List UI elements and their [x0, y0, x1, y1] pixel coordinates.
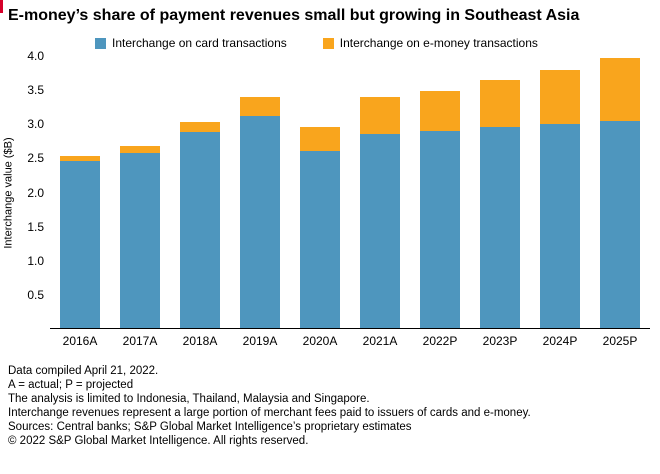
y-tick-label: 3.5 — [27, 83, 44, 98]
bar-2018A — [170, 56, 230, 328]
y-tick-label: 4.0 — [27, 49, 44, 63]
x-tick-label: 2018A — [182, 334, 218, 348]
footer-line: The analysis is limited to Indonesia, Th… — [8, 393, 370, 406]
y-tick-label: 3.0 — [27, 117, 44, 132]
bar-2023P — [470, 56, 530, 328]
x-tick-label: 2022P — [422, 334, 458, 348]
legend-label-card: Interchange on card transactions — [112, 36, 287, 50]
chart-area: Interchange value ($B) 4.0 3.5 3.0 2.5 2.0 1.… — [0, 50, 650, 329]
y-tick-label: 2.0 — [27, 185, 44, 200]
stacked-bar — [180, 56, 220, 328]
stacked-bar — [480, 56, 520, 328]
bar-2017A — [110, 56, 170, 328]
x-tick-label: 2017A — [122, 334, 158, 348]
x-tick-label: 2023P — [482, 334, 518, 348]
x-tick-label: 2024P — [542, 334, 578, 348]
card-segment — [420, 130, 460, 328]
y-axis-title-wrap: Interchange value ($B) — [0, 56, 18, 329]
x-tick-label: 2019A — [242, 334, 278, 348]
y-axis-title: Interchange value ($B) — [3, 136, 16, 249]
chart-header: E-money’s share of payment revenues smal… — [0, 0, 660, 25]
x-axis-labels: 2016A 2017A 2018A 2019A 2020A 2021A 2022P 2023P… — [50, 334, 650, 348]
bar-2021A — [350, 56, 410, 328]
footer-notes: Data compiled April 21, 2022. A = actual… — [0, 348, 660, 448]
emoney-segment — [120, 145, 160, 154]
emoney-series-swatch — [322, 37, 334, 49]
stacked-bar — [540, 56, 580, 328]
stacked-bar — [60, 56, 100, 328]
bar-2020A — [290, 56, 350, 328]
bar-2019A — [230, 56, 290, 328]
bar-2022P — [410, 56, 470, 328]
y-axis-ticks: 4.0 3.5 3.0 2.5 2.0 1.5 1.0 0.5 — [18, 50, 50, 329]
footer-line: A = actual; P = projected — [8, 379, 134, 392]
y-tick-label: 0.5 — [27, 287, 44, 302]
x-tick-label: 2021A — [362, 334, 398, 348]
legend: Interchange on card transactions Interch… — [95, 36, 660, 50]
x-tick-label: 2025P — [602, 334, 638, 348]
emoney-segment — [540, 69, 580, 124]
emoney-segment — [480, 79, 520, 128]
emoney-segment — [600, 58, 640, 121]
emoney-segment — [60, 155, 100, 162]
card-segment — [300, 151, 340, 328]
card-segment — [480, 127, 520, 328]
footer-line: Sources: Central banks; S&P Global Marke… — [8, 421, 412, 434]
stacked-bar — [360, 56, 400, 328]
footer-line: © 2022 S&P Global Market Intelligence. A… — [8, 435, 309, 448]
stacked-bar — [300, 56, 340, 328]
bar-2024P — [530, 56, 590, 328]
emoney-segment — [360, 96, 400, 135]
legend-item-card: Interchange on card transactions — [95, 36, 287, 50]
brand-accent-bar — [0, 0, 3, 13]
x-tick-label: 2020A — [302, 334, 338, 348]
stacked-bar — [240, 56, 280, 328]
footer-line: Data compiled April 21, 2022. — [8, 365, 159, 377]
legend-item-emoney: Interchange on e-money transactions — [322, 36, 538, 50]
legend-label-emoney: Interchange on e-money transactions — [339, 36, 538, 50]
card-segment — [60, 161, 100, 328]
emoney-segment — [240, 96, 280, 116]
y-tick-label: 2.5 — [27, 151, 44, 166]
x-tick-label: 2016A — [62, 334, 98, 348]
emoney-segment — [300, 127, 340, 152]
stacked-bar — [420, 56, 460, 328]
card-segment — [540, 124, 580, 328]
plot-area — [50, 56, 650, 329]
footer-line: Interchange revenues represent a large p… — [8, 407, 531, 420]
chart-title: E-money’s share of payment revenues smal… — [8, 7, 580, 24]
card-segment — [120, 153, 160, 328]
card-segment — [180, 132, 220, 328]
stacked-bar — [120, 56, 160, 328]
card-segment — [240, 115, 280, 328]
y-tick-label: 1.5 — [27, 219, 44, 234]
emoney-segment — [420, 90, 460, 131]
y-tick-label: 1.0 — [27, 253, 44, 268]
bar-2016A — [50, 56, 110, 328]
card-segment — [600, 120, 640, 328]
card-segment — [360, 134, 400, 328]
bar-2025P — [590, 56, 650, 328]
stacked-bar — [600, 56, 640, 328]
card-series-swatch — [95, 37, 106, 49]
emoney-segment — [180, 121, 220, 133]
